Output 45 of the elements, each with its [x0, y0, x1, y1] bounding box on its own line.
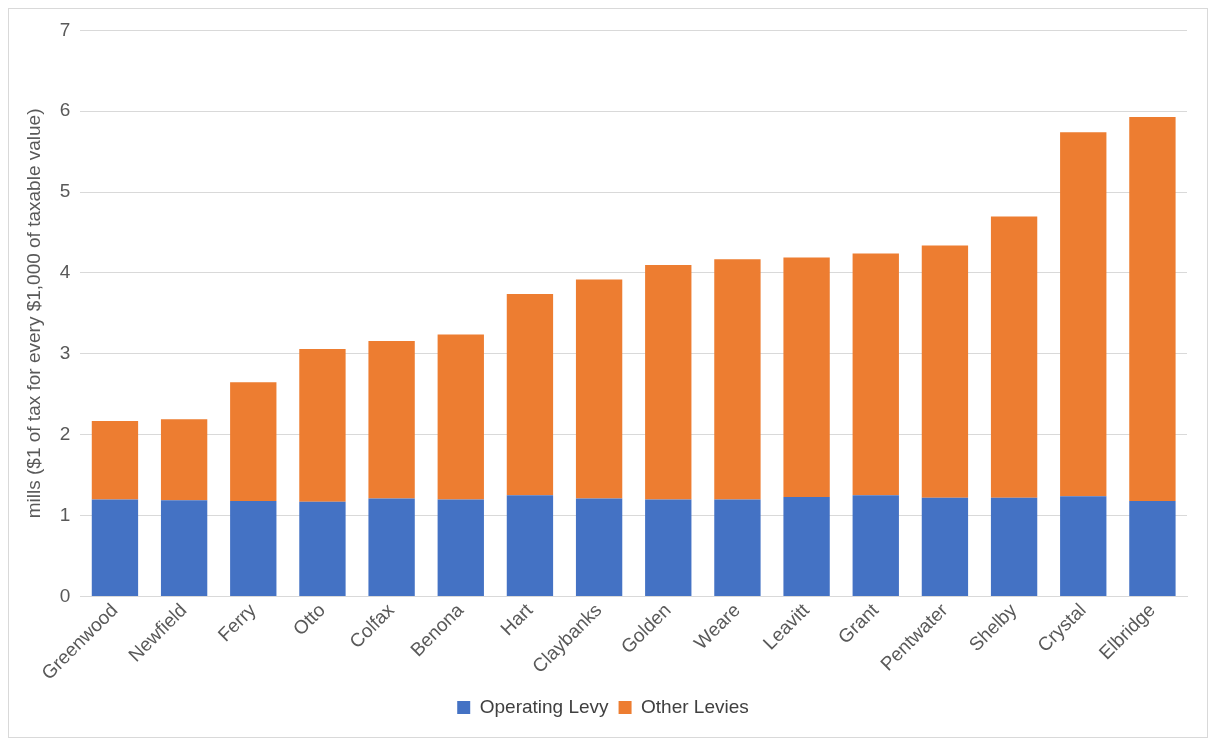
x-tick-label: Otto — [288, 599, 329, 640]
legend-label: Other Levies — [641, 695, 749, 717]
bar — [1060, 496, 1107, 596]
bar — [230, 382, 277, 502]
bar — [990, 497, 1038, 596]
y-tick-label: 3 — [59, 342, 71, 364]
bar — [852, 253, 899, 496]
bar — [437, 499, 484, 596]
bar — [160, 500, 208, 596]
bar — [575, 498, 623, 596]
y-tick-label: 7 — [59, 18, 71, 40]
bar — [921, 497, 969, 596]
y-tick-label: 2 — [59, 422, 71, 444]
x-tick-label: Hart — [496, 598, 537, 640]
y-tick-label: 1 — [59, 503, 71, 525]
bar — [160, 419, 208, 501]
bar — [368, 340, 415, 499]
legend-label: Operating Levy — [479, 695, 610, 717]
bar — [299, 348, 346, 502]
bar — [1129, 501, 1176, 596]
bar — [990, 216, 1038, 498]
y-tick-label: 5 — [59, 180, 71, 202]
bar — [368, 498, 415, 596]
bar — [783, 496, 830, 596]
bar — [645, 264, 692, 500]
bar — [575, 279, 623, 499]
y-axis-title: mills ($1 of tax for every $1,000 of taxable value) — [22, 108, 44, 519]
y-tick-label: 0 — [59, 584, 71, 606]
bar — [1060, 132, 1107, 497]
bar — [645, 499, 692, 596]
y-tick-label: 6 — [59, 99, 71, 121]
bar — [714, 259, 761, 500]
y-tick-label: 4 — [59, 261, 71, 283]
bar — [230, 501, 277, 596]
bar — [921, 245, 969, 498]
bar — [852, 495, 899, 596]
bar — [437, 334, 484, 500]
bar — [299, 501, 346, 596]
bar — [91, 420, 139, 500]
bar — [506, 495, 554, 596]
bar — [506, 294, 554, 496]
bar — [783, 257, 830, 497]
bar — [714, 499, 761, 596]
bar — [91, 499, 139, 596]
bar — [1129, 116, 1176, 502]
